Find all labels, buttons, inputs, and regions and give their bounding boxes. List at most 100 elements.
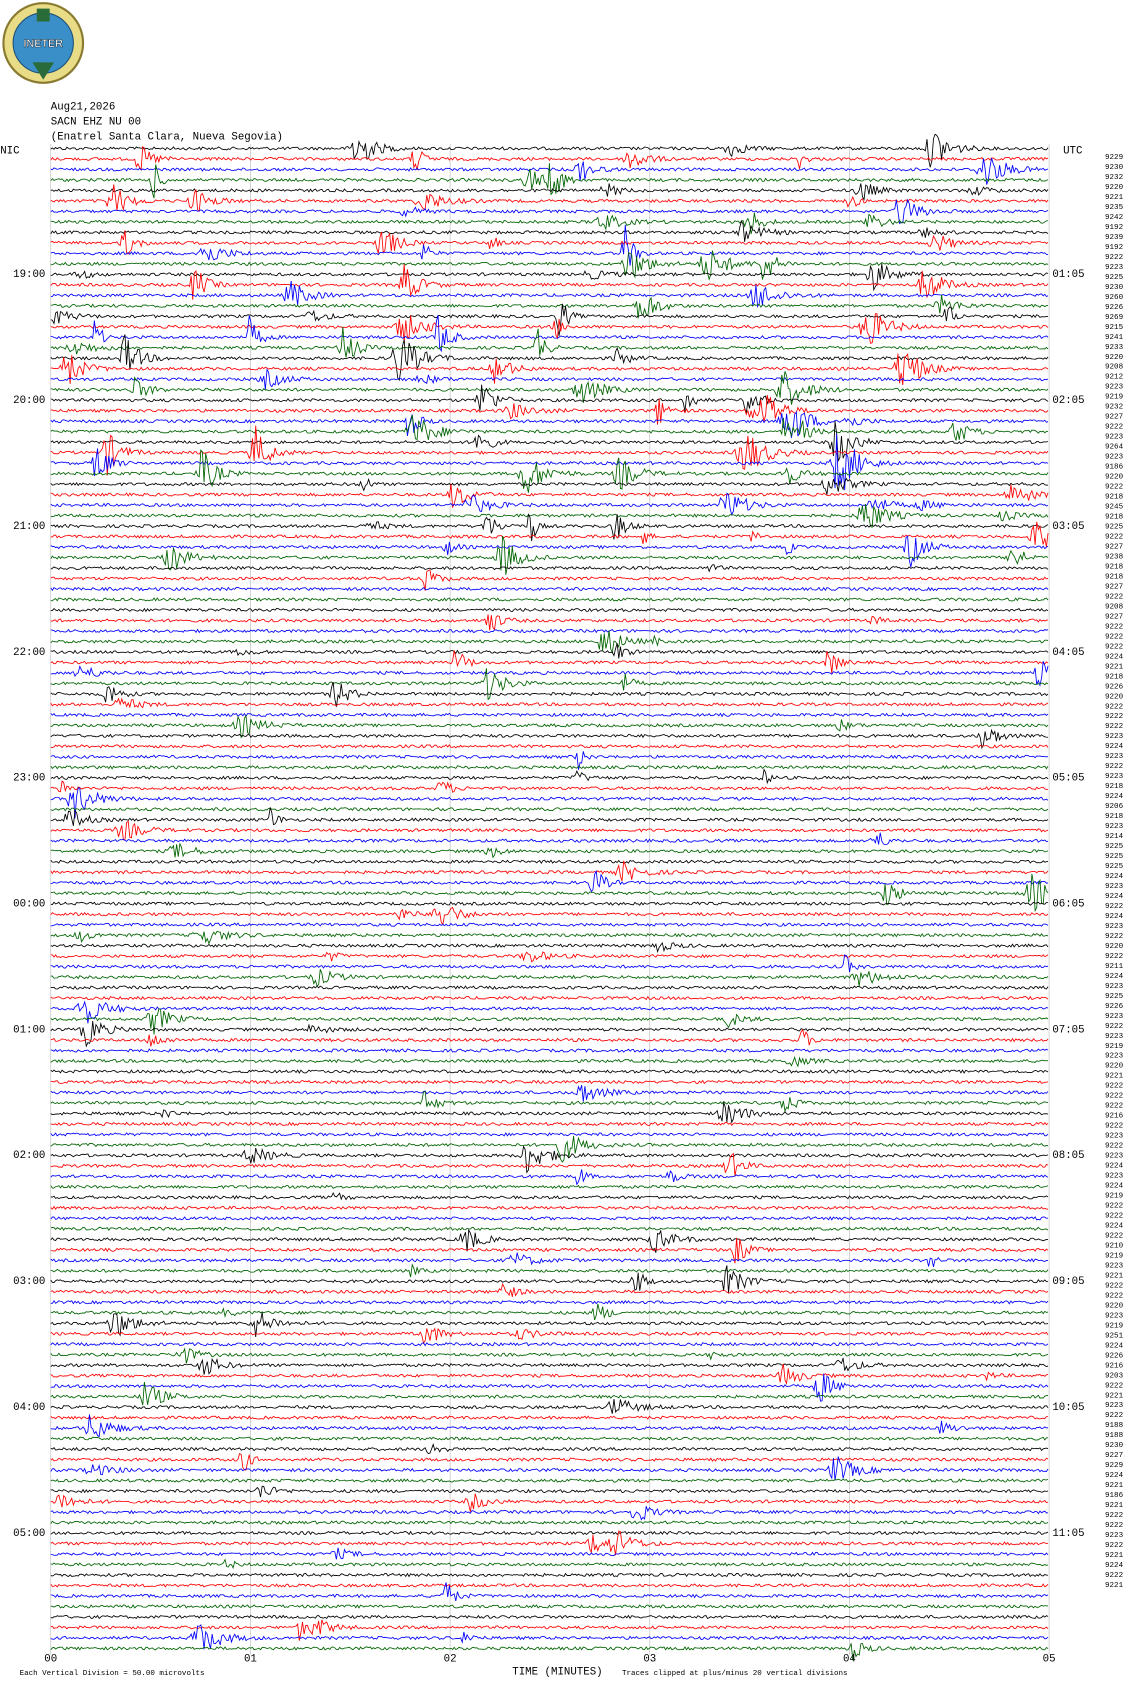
right-time-label: 06:05 [1052, 899, 1084, 911]
row-value: 9223 [1105, 883, 1124, 891]
x-tick-label: 05 [1043, 1654, 1056, 1666]
row-value: 9227 [1105, 1452, 1123, 1460]
trace [50, 263, 1049, 300]
trace [50, 1312, 1049, 1338]
row-value: 9222 [1105, 1412, 1123, 1420]
trace [50, 219, 1049, 242]
row-value: 9227 [1105, 583, 1123, 591]
row-value: 9222 [1105, 933, 1123, 941]
trace [50, 421, 1049, 463]
trace [50, 1252, 1049, 1267]
right-label: UTC [1063, 145, 1082, 157]
trace [50, 384, 1049, 414]
row-value: 9214 [1105, 833, 1124, 841]
row-value: 9186 [1105, 464, 1124, 472]
row-value: 9223 [1105, 1033, 1124, 1041]
row-value: 9229 [1105, 154, 1123, 162]
trace [50, 1069, 1049, 1074]
trace [50, 1132, 1049, 1137]
row-value: 9222 [1105, 1512, 1123, 1520]
trace [50, 1558, 1049, 1570]
trace [50, 807, 1049, 812]
row-value: 9222 [1105, 723, 1123, 731]
row-value: 9225 [1105, 863, 1124, 871]
row-value: 9222 [1105, 1083, 1123, 1091]
trace [50, 1341, 1049, 1347]
left-time-label: 19:00 [13, 269, 45, 281]
row-value: 9223 [1105, 733, 1124, 741]
logo: INETER [2, 2, 85, 84]
row-value: 9223 [1105, 923, 1124, 931]
trace [50, 1299, 1049, 1305]
trace [50, 395, 1049, 425]
row-value: 9245 [1105, 504, 1124, 512]
row-value: 9223 [1105, 1402, 1124, 1410]
right-time-label: 08:05 [1052, 1150, 1084, 1162]
trace [50, 521, 1049, 548]
trace [50, 1373, 1049, 1402]
row-value: 9226 [1105, 304, 1124, 312]
trace [50, 1506, 1049, 1521]
right-time-label: 11:05 [1052, 1528, 1084, 1540]
trace [50, 906, 1049, 926]
row-value: 9227 [1105, 414, 1123, 422]
x-tick-label: 04 [843, 1654, 856, 1666]
left-time-label: 20:00 [13, 395, 45, 407]
trace [50, 410, 1049, 438]
right-time-label: 01:05 [1052, 269, 1084, 281]
row-value: 9224 [1105, 873, 1124, 881]
row-value: 9222 [1105, 1123, 1123, 1131]
trace [50, 503, 1049, 528]
trace [50, 1226, 1049, 1232]
trace [50, 1547, 1049, 1560]
trace [50, 263, 1049, 292]
trace [50, 1583, 1049, 1588]
x-tick-label: 02 [444, 1654, 457, 1666]
row-value: 9222 [1105, 1232, 1123, 1240]
row-value: 9227 [1105, 613, 1123, 621]
trace [50, 586, 1049, 592]
trace [50, 294, 1049, 319]
row-value: 9221 [1105, 1552, 1124, 1560]
trace [50, 697, 1049, 709]
trace [50, 212, 1049, 235]
row-value: 9223 [1105, 1013, 1124, 1021]
trace [50, 334, 1049, 382]
trace [50, 807, 1049, 827]
row-value: 9223 [1105, 1262, 1124, 1270]
trace [50, 1121, 1049, 1127]
trace [50, 869, 1049, 893]
trace [50, 564, 1049, 573]
row-value: 9222 [1105, 763, 1123, 771]
row-value: 9230 [1105, 284, 1124, 292]
row-value: 9223 [1105, 264, 1124, 272]
trace [50, 765, 1049, 770]
row-value: 9223 [1105, 753, 1124, 761]
row-value: 9224 [1105, 653, 1124, 661]
row-value: 9219 [1105, 1322, 1123, 1330]
trace [50, 1530, 1049, 1556]
row-value: 9222 [1105, 643, 1123, 651]
row-value: 9188 [1105, 1432, 1124, 1440]
trace [50, 1056, 1049, 1068]
trace [50, 873, 1049, 913]
trace [50, 224, 1049, 266]
row-value: 9219 [1105, 394, 1123, 402]
trace [50, 163, 1049, 199]
trace [50, 1619, 1049, 1641]
trace [50, 535, 1049, 575]
row-value: 9220 [1105, 1063, 1124, 1071]
row-value: 9216 [1105, 1362, 1124, 1370]
trace [50, 250, 1049, 281]
row-value: 9235 [1105, 204, 1124, 212]
row-value: 9241 [1105, 334, 1124, 342]
trace [50, 1572, 1049, 1578]
row-value: 9222 [1105, 1542, 1123, 1550]
trace [50, 1399, 1049, 1414]
row-value: 9222 [1105, 1213, 1123, 1221]
trace [50, 1614, 1049, 1620]
row-value: 9216 [1105, 1113, 1124, 1121]
row-value: 9260 [1105, 294, 1124, 302]
traces [50, 133, 1049, 1661]
trace [50, 1152, 1049, 1177]
